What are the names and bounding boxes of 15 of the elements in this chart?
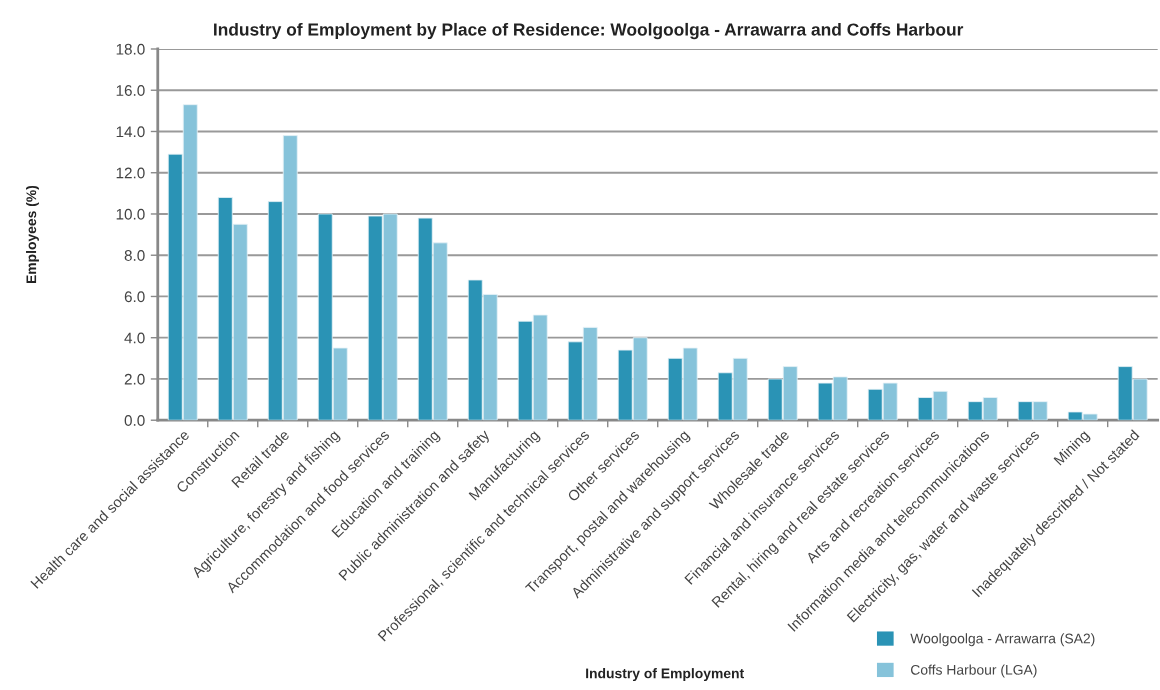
y-tick-label: 6.0	[124, 291, 145, 303]
y-tick-label: 16.0	[116, 85, 145, 96]
y-tick-label: 0.0	[124, 415, 145, 426]
legend-label: Woolgoolga - Arrawarra (SA2)	[910, 633, 1095, 647]
y-tick-label: 12.0	[116, 167, 145, 179]
y-tick-label: 2.0	[124, 373, 145, 385]
chart-title: Industry of Employment by Place of Residence: Woolgoolga - Arrawarra and Coffs Harbour	[214, 22, 964, 40]
y-tick-label: 18.0	[116, 43, 145, 55]
y-tick-label: 14.0	[116, 126, 145, 138]
y-axis-title: Employees (%)	[26, 185, 39, 284]
x-axis-title: Industry of Employment	[586, 668, 744, 682]
y-tick-label: 10.0	[116, 208, 145, 220]
legend-label: Coffs Harbour (LGA)	[911, 664, 1037, 678]
y-tick-label: 4.0	[124, 332, 145, 344]
y-tick-label: 8.0	[124, 250, 145, 261]
